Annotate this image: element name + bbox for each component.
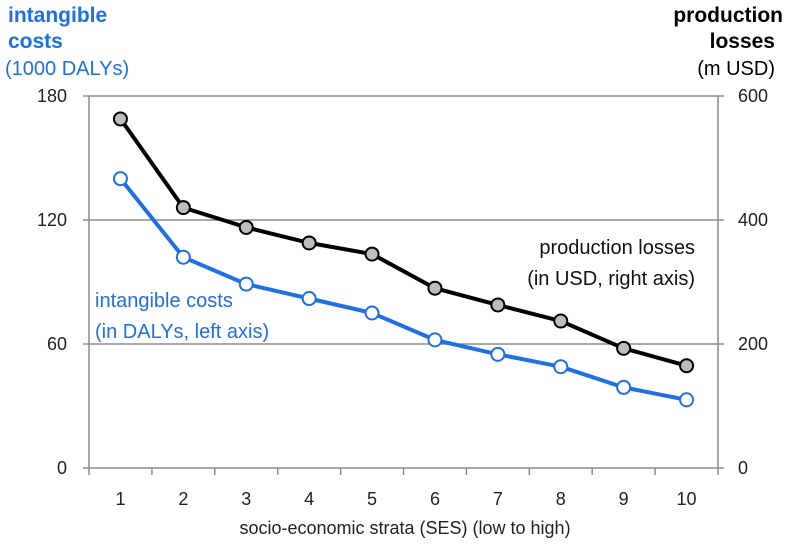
intangible-costs-point	[427, 332, 443, 348]
series-layer	[112, 111, 695, 408]
intangible-costs-point	[364, 305, 380, 321]
x-tick-labels: 1 2 3 4 5 6 7 8 9 10	[115, 489, 696, 509]
production-losses-annotation-line-2: (in USD, right axis)	[527, 268, 695, 290]
production-losses-point	[616, 340, 632, 356]
intangible-costs-annotation-line-2: (in DALYs, left axis)	[95, 321, 269, 343]
right-tick-label: 0	[738, 458, 748, 478]
x-tick-label: 10	[677, 489, 697, 509]
production-losses-point	[553, 313, 569, 329]
production-losses-point	[175, 200, 191, 216]
production-losses-point	[301, 235, 317, 251]
right-tick-label: 200	[738, 334, 768, 354]
left-axis-title-line-1: intangible	[8, 4, 107, 27]
intangible-costs-point	[175, 249, 191, 265]
production-losses-point	[364, 246, 380, 262]
left-tick-label: 60	[47, 334, 67, 354]
right-axis-title-line-2: losses	[710, 30, 775, 53]
right-tick-label: 600	[738, 86, 768, 106]
intangible-costs-point	[301, 291, 317, 307]
left-tick-labels: 0 60 120 180	[37, 86, 67, 478]
x-tick-label: 3	[241, 489, 251, 509]
intangible-costs-point	[679, 392, 695, 408]
production-losses-point	[427, 280, 443, 296]
intangible-costs-point	[112, 171, 128, 187]
x-tick-label: 4	[304, 489, 314, 509]
right-axis-title-line-1: production	[673, 4, 783, 27]
left-axis-unit: (1000 DALYs)	[5, 58, 129, 80]
production-losses-point	[112, 111, 128, 127]
intangible-costs-point	[490, 346, 506, 362]
x-tick-label: 6	[430, 489, 440, 509]
x-tick-label: 9	[619, 489, 629, 509]
intangible-costs-point	[238, 276, 254, 292]
left-axis-title-line-2: costs	[8, 30, 63, 53]
x-axis-label: socio-economic strata (SES) (low to high…	[239, 518, 570, 538]
x-tick-label: 1	[115, 489, 125, 509]
production-losses-point	[238, 219, 254, 235]
intangible-costs-annotation-line-1: intangible costs	[95, 290, 233, 312]
x-tick-label: 5	[367, 489, 377, 509]
production-losses-point	[679, 358, 695, 374]
right-tick-label: 400	[738, 210, 768, 230]
x-tick-label: 2	[178, 489, 188, 509]
production-losses-annotation-line-1: production losses	[539, 237, 695, 259]
left-tick-label: 180	[37, 86, 67, 106]
axes	[83, 95, 724, 475]
left-tick-label: 0	[57, 458, 67, 478]
left-tick-label: 120	[37, 210, 67, 230]
intangible-costs-line	[118, 177, 687, 402]
intangible-costs-point	[553, 359, 569, 375]
intangible-costs-point	[616, 379, 632, 395]
production-losses-point	[490, 297, 506, 313]
x-tick-label: 7	[493, 489, 503, 509]
right-tick-labels: 0 200 400 600	[738, 86, 768, 478]
production-losses-line	[118, 117, 688, 368]
right-axis-unit: (m USD)	[697, 58, 775, 80]
x-tick-label: 8	[556, 489, 566, 509]
